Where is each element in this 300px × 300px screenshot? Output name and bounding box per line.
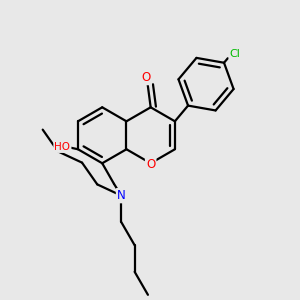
Text: N: N bbox=[117, 189, 126, 202]
Text: O: O bbox=[146, 158, 155, 171]
Text: Cl: Cl bbox=[230, 49, 241, 59]
Text: O: O bbox=[142, 71, 151, 84]
Text: HO: HO bbox=[54, 142, 70, 152]
